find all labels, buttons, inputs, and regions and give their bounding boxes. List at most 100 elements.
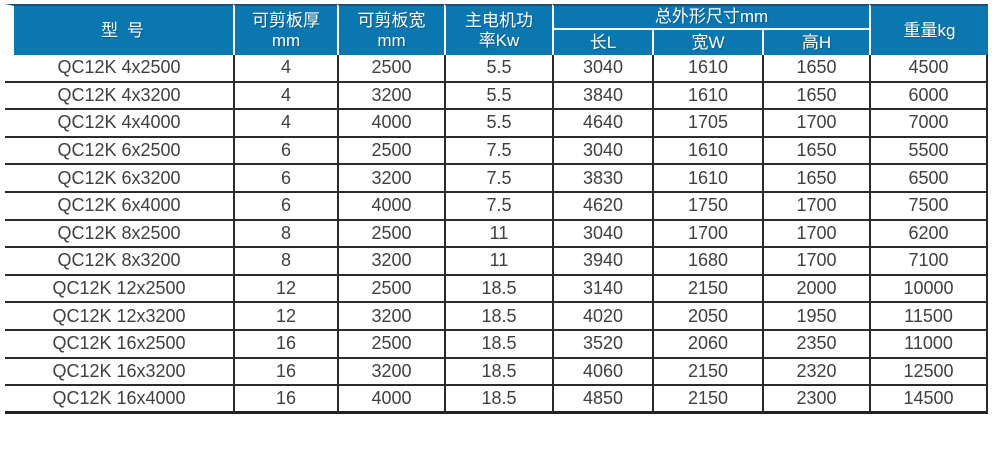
- table-row: QC12K 8x2500 8 2500 11 3040 1700 1700 6200: [5, 220, 989, 249]
- cell-dim-width: 1680: [652, 248, 762, 276]
- cell-weight: 5500: [869, 137, 989, 166]
- header-row-1: 型 号 可剪板厚 mm 可剪板宽 mm 主电机功 率Kw 总外形尺寸mm 重量k…: [5, 4, 989, 55]
- cell-dim-height: 1700: [762, 220, 870, 249]
- cell-motor-power: 18.5: [444, 303, 552, 331]
- spec-table: 型 号 可剪板厚 mm 可剪板宽 mm 主电机功 率Kw 总外形尺寸mm 重量k…: [5, 4, 989, 414]
- cell-dim-height: 1650: [762, 137, 870, 166]
- cell-shear-width: 3200: [337, 248, 444, 276]
- cell-shear-thickness: 16: [233, 358, 337, 387]
- cell-dim-height: 1650: [762, 55, 870, 83]
- cell-model: QC12K 12x3200: [5, 303, 233, 331]
- col-header-shear-thickness: 可剪板厚 mm: [233, 4, 337, 55]
- cell-model: QC12K 4x4000: [5, 110, 233, 138]
- cell-shear-thickness: 8: [233, 220, 337, 249]
- cell-shear-width: 4000: [337, 386, 444, 414]
- cell-weight: 7000: [869, 110, 989, 138]
- cell-weight: 10000: [869, 275, 989, 304]
- cell-weight: 12500: [869, 358, 989, 387]
- cell-shear-width: 3200: [337, 82, 444, 111]
- cell-dim-height: 1650: [762, 165, 870, 193]
- cell-motor-power: 5.5: [444, 82, 552, 111]
- cell-shear-width: 2500: [337, 55, 444, 83]
- cell-dim-width: 2150: [652, 386, 762, 414]
- cell-motor-power: 11: [444, 248, 552, 276]
- cell-dim-length: 3140: [552, 275, 652, 304]
- cell-dim-height: 2320: [762, 358, 870, 387]
- col-header-weight: 重量kg: [869, 4, 989, 55]
- spec-table-body: QC12K 4x2500 4 2500 5.5 3040 1610 1650 4500 QC12…: [5, 55, 989, 414]
- cell-dim-length: 4020: [552, 303, 652, 331]
- table-row: QC12K 8x3200 8 3200 11 3940 1680 1700 7100: [5, 248, 989, 276]
- cell-model: QC12K 4x3200: [5, 82, 233, 111]
- cell-dim-height: 1700: [762, 110, 870, 138]
- cell-shear-thickness: 4: [233, 55, 337, 83]
- cell-shear-thickness: 6: [233, 192, 337, 221]
- cell-shear-width: 2500: [337, 220, 444, 249]
- col-header-motor-power-label-1: 主电机功: [465, 11, 533, 31]
- col-header-shear-width: 可剪板宽 mm: [337, 4, 444, 55]
- cell-dim-width: 2150: [652, 358, 762, 387]
- cell-motor-power: 11: [444, 220, 552, 249]
- cell-model: QC12K 6x4000: [5, 192, 233, 221]
- col-header-dim-width: 宽W: [652, 30, 762, 55]
- cell-model: QC12K 12x2500: [5, 275, 233, 304]
- cell-dim-width: 1610: [652, 55, 762, 83]
- cell-model: QC12K 16x3200: [5, 358, 233, 387]
- header-row-2: 长L 宽W 高H: [5, 30, 988, 55]
- cell-dim-height: 1700: [762, 192, 870, 221]
- col-header-motor-power: 主电机功 率Kw: [444, 4, 552, 55]
- cell-model: QC12K 4x2500: [5, 55, 233, 83]
- col-header-shear-thickness-label: 可剪板厚: [252, 11, 320, 31]
- cell-weight: 7500: [869, 192, 989, 221]
- cell-motor-power: 18.5: [444, 275, 552, 304]
- cell-dim-length: 3840: [552, 82, 652, 111]
- cell-motor-power: 18.5: [444, 386, 552, 414]
- cell-dim-width: 1700: [652, 220, 762, 249]
- cell-motor-power: 18.5: [444, 330, 552, 359]
- table-row: QC12K 16x4000 16 4000 18.5 4850 2150 2300 14500: [5, 386, 989, 414]
- cell-weight: 4500: [869, 55, 989, 83]
- table-row: QC12K 4x4000 4 4000 5.5 4640 1705 1700 7000: [5, 110, 989, 138]
- cell-dim-height: 1700: [762, 248, 870, 276]
- cell-shear-thickness: 16: [233, 386, 337, 414]
- cell-dim-width: 2150: [652, 275, 762, 304]
- cell-shear-width: 2500: [337, 330, 444, 359]
- col-header-dimensions-group: 总外形尺寸mm: [552, 4, 870, 30]
- spec-table-container: 型 号 可剪板厚 mm 可剪板宽 mm 主电机功 率Kw 总外形尺寸mm 重量k…: [5, 4, 989, 414]
- cell-weight: 14500: [869, 386, 989, 414]
- cell-model: QC12K 8x3200: [5, 248, 233, 276]
- cell-dim-length: 4850: [552, 386, 652, 414]
- cell-motor-power: 5.5: [444, 110, 552, 138]
- cell-model: QC12K 6x3200: [5, 165, 233, 193]
- cell-model: QC12K 6x2500: [5, 137, 233, 166]
- cell-motor-power: 18.5: [444, 358, 552, 387]
- cell-dim-width: 1610: [652, 82, 762, 111]
- cell-shear-thickness: 4: [233, 82, 337, 111]
- cell-weight: 11500: [869, 303, 989, 331]
- col-header-model: 型 号: [5, 4, 233, 55]
- table-row: QC12K 16x3200 16 3200 18.5 4060 2150 2320 12500: [5, 358, 989, 387]
- cell-model: QC12K 16x2500: [5, 330, 233, 359]
- cell-dim-height: 2300: [762, 386, 870, 414]
- table-row: QC12K 12x3200 12 3200 18.5 4020 2050 1950 11500: [5, 303, 989, 331]
- cell-weight: 6200: [869, 220, 989, 249]
- cell-shear-thickness: 16: [233, 330, 337, 359]
- table-row: QC12K 4x3200 4 3200 5.5 3840 1610 1650 6000: [5, 82, 989, 111]
- cell-weight: 7100: [869, 248, 989, 276]
- cell-model: QC12K 8x2500: [5, 220, 233, 249]
- cell-shear-thickness: 12: [233, 275, 337, 304]
- cell-dim-length: 3040: [552, 55, 652, 83]
- cell-dim-width: 1750: [652, 192, 762, 221]
- cell-dim-length: 4640: [552, 110, 652, 138]
- cell-shear-thickness: 8: [233, 248, 337, 276]
- cell-shear-thickness: 12: [233, 303, 337, 331]
- cell-dim-width: 1610: [652, 165, 762, 193]
- col-header-motor-power-label-2: 率Kw: [478, 30, 520, 50]
- cell-shear-thickness: 6: [233, 137, 337, 166]
- cell-weight: 11000: [869, 330, 989, 359]
- table-row: QC12K 16x2500 16 2500 18.5 3520 2060 2350 11000: [5, 330, 989, 359]
- cell-dim-length: 3520: [552, 330, 652, 359]
- table-row: QC12K 6x2500 6 2500 7.5 3040 1610 1650 5500: [5, 137, 989, 166]
- cell-dim-height: 1650: [762, 82, 870, 111]
- cell-dim-length: 3040: [552, 220, 652, 249]
